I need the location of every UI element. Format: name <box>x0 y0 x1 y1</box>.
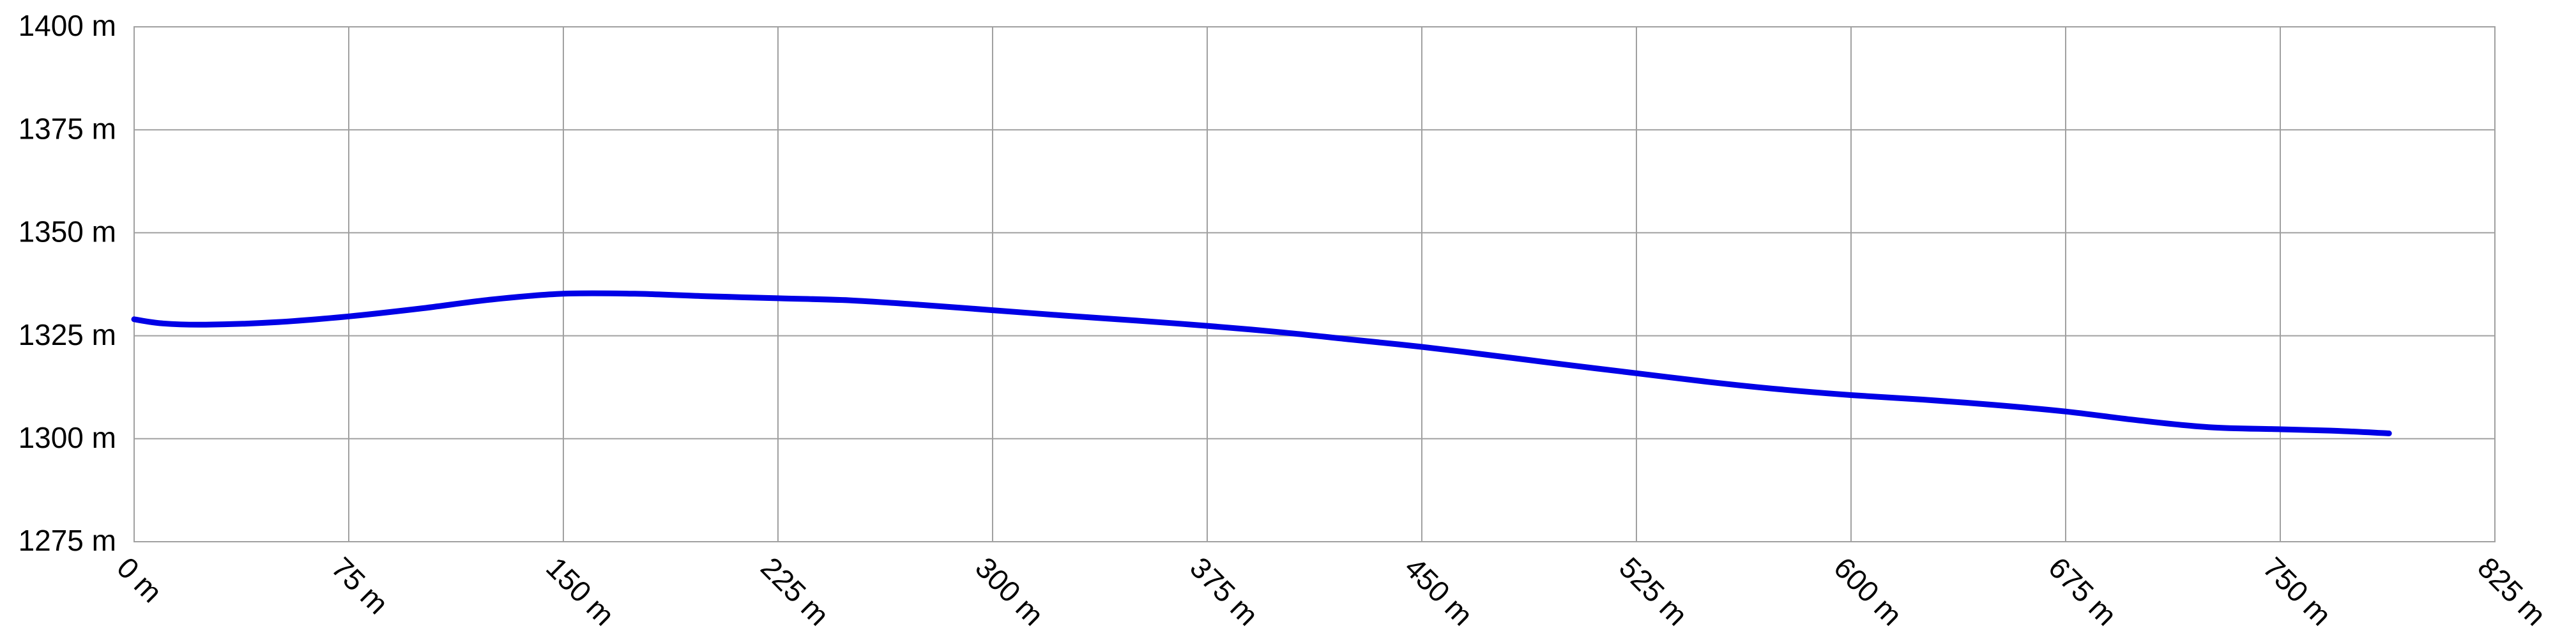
y-tick-label: 1275 m <box>19 524 116 557</box>
y-tick-label: 1350 m <box>19 215 116 248</box>
x-tick-label: 300 m <box>969 551 1050 632</box>
plot-frame <box>133 26 2496 542</box>
x-tick-label: 225 m <box>754 551 835 632</box>
x-tick-label: 450 m <box>1398 551 1479 632</box>
y-tick-label: 1300 m <box>19 421 116 454</box>
elevation-line <box>131 290 2392 436</box>
y-tick-label: 1375 m <box>19 112 116 145</box>
grid-layer <box>133 26 2496 542</box>
x-tick-label: 525 m <box>1613 551 1694 632</box>
axis-layer <box>133 26 2496 542</box>
x-tick-label: 600 m <box>1827 551 1909 632</box>
label-layer: 0 m 75 m 150 m 225 m 300 m 375 m 450 m 525 m 600… <box>19 9 2553 632</box>
x-tick-label: 150 m <box>540 551 621 632</box>
x-tick-label: 75 m <box>325 551 395 620</box>
x-tick-label: 675 m <box>2042 551 2123 632</box>
x-tick-label: 825 m <box>2471 551 2552 632</box>
y-tick-label: 1325 m <box>19 318 116 351</box>
x-tick-label: 750 m <box>2257 551 2338 632</box>
x-tick-label: 375 m <box>1184 551 1265 632</box>
series-layer <box>131 290 2392 436</box>
y-tick-label: 1400 m <box>19 9 116 42</box>
x-tick-label: 0 m <box>111 551 169 609</box>
